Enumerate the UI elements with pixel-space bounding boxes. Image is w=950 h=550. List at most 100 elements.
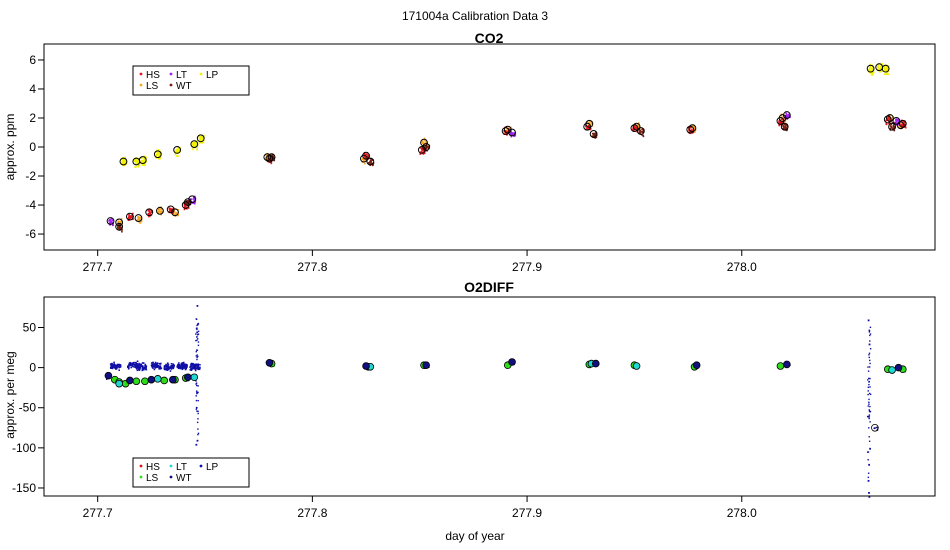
co2-raw-point-ls — [422, 142, 425, 145]
legend-marker-ls — [139, 83, 143, 87]
co2-raw-point-lp — [138, 164, 140, 167]
co2-raw-point-lp — [175, 155, 178, 157]
o2-raw-point-lp — [139, 367, 141, 369]
o2-spike-point — [868, 383, 870, 386]
co2-raw-point-hs — [904, 126, 907, 129]
co2-raw-point-hs — [131, 214, 134, 217]
co2-raw-point-lp — [176, 147, 179, 149]
o2-raw-point-lp — [110, 367, 112, 369]
legend-box — [132, 457, 250, 488]
co2-raw-point-lp — [196, 139, 199, 142]
o2diff-ylabel: approx. per meg — [3, 351, 17, 438]
co2-raw-point-lp — [884, 69, 887, 71]
legend-marker-ls — [139, 475, 143, 479]
o2-spike-point — [196, 338, 199, 340]
co2-raw-point-lt — [112, 224, 114, 227]
x-tick-label: 277.8 — [297, 506, 327, 520]
co2-raw-point-lp — [198, 135, 201, 138]
o2-mean-point-wt — [104, 371, 113, 380]
o2-spike-point — [867, 390, 869, 392]
o2-raw-point-lp — [118, 369, 120, 371]
co2-raw-point-ls — [782, 119, 784, 122]
co2-mean-point-ls — [688, 124, 697, 133]
co2-raw-point-wt — [185, 202, 188, 204]
co2-raw-point-hs — [885, 123, 888, 126]
co2-raw-point-ls — [173, 211, 176, 213]
co2-raw-point-ls — [587, 123, 590, 126]
co2-mean-point-hs — [883, 115, 892, 124]
co2-raw-point-wt — [425, 145, 427, 147]
o2-raw-point-lp — [179, 366, 181, 369]
co2-raw-point-lt — [514, 134, 517, 137]
co2-raw-point-lp — [885, 66, 887, 69]
co2-raw-point-lt — [110, 221, 113, 223]
co2-raw-point-hs — [588, 127, 590, 129]
co2-raw-point-hs — [900, 123, 902, 126]
co2-raw-point-lp — [194, 144, 197, 147]
o2-mean-point-wt — [147, 375, 156, 384]
o2-raw-point-lp — [130, 362, 133, 365]
o2-raw-point-lp — [110, 364, 112, 367]
co2-raw-point-wt — [642, 130, 645, 132]
co2-raw-point-lp — [135, 165, 137, 168]
co2-raw-point-lp — [872, 71, 874, 73]
o2-raw-point-lp — [180, 366, 183, 368]
x-tick-label: 278.0 — [727, 506, 757, 520]
co2-raw-point-wt — [891, 127, 893, 129]
co2-raw-point-hs — [129, 216, 132, 219]
co2-raw-point-lp — [124, 156, 127, 159]
o2diff-plot-area — [104, 305, 907, 498]
co2-raw-point-hs — [634, 126, 637, 128]
o2-spike-point — [195, 384, 198, 387]
o2-raw-point-lp — [154, 367, 156, 369]
o2-spike-point — [868, 427, 870, 429]
o2-raw-point-lp — [142, 367, 145, 369]
co2-raw-point-hs — [128, 217, 130, 219]
co2-raw-point-wt — [369, 158, 372, 160]
co2-raw-point-lp — [140, 157, 142, 159]
co2-mean-point-ls — [360, 154, 368, 163]
co2-raw-point-lp — [177, 150, 179, 152]
co2-raw-point-hs — [633, 125, 636, 127]
plot-frame — [43, 296, 936, 497]
o2-spike-point — [868, 409, 870, 411]
y-tick-label: 0 — [29, 361, 36, 375]
o2-raw-point-lp — [172, 366, 175, 368]
o2-raw-point-lp — [141, 366, 144, 368]
co2-raw-point-hs — [779, 121, 782, 124]
co2-raw-point-wt — [889, 127, 892, 130]
co2-mean-point-lp — [196, 134, 205, 143]
co2-raw-point-ls — [898, 126, 900, 128]
co2-raw-point-ls — [588, 120, 591, 123]
o2-raw-point-lp — [154, 361, 157, 364]
co2-raw-point-hs — [149, 213, 151, 215]
o2-raw-point-lp — [111, 363, 113, 366]
o2-raw-point-lp — [181, 367, 183, 369]
co2-raw-point-lp — [196, 149, 198, 151]
o2-spike-point — [868, 417, 870, 420]
o2-spike-point — [195, 443, 198, 446]
co2-raw-point-ls — [361, 161, 364, 164]
co2-raw-point-lp — [193, 145, 196, 147]
co2-raw-point-lt — [788, 115, 791, 117]
o2-raw-point-lp — [114, 364, 116, 366]
co2-raw-point-ls — [265, 154, 267, 157]
o2-spike-point — [868, 352, 871, 355]
co2-raw-point-lp — [123, 160, 126, 163]
co2-raw-point-hs — [366, 153, 368, 155]
co2-axes: 277.7 277.8 277.9 278.0 -6 -4 -2 0 2 4 6 — [25, 43, 936, 274]
o2-raw-point-lp — [189, 365, 192, 367]
o2-raw-point-lp — [180, 364, 183, 367]
o2-raw-point-lp — [129, 361, 131, 364]
co2-raw-point-hs — [366, 155, 368, 158]
co2-raw-point-lp — [137, 161, 140, 164]
co2-raw-point-lt — [786, 114, 788, 117]
y-tick-label: 4 — [29, 82, 36, 96]
o2-mean-point-ls — [776, 362, 785, 370]
co2-raw-point-wt — [784, 125, 787, 127]
co2-mean-point-hs — [630, 124, 639, 133]
co2-raw-point-hs — [422, 147, 425, 150]
co2-raw-point-ls — [784, 119, 787, 122]
co2-raw-point-lp — [199, 138, 201, 141]
co2-raw-point-hs — [585, 125, 587, 128]
